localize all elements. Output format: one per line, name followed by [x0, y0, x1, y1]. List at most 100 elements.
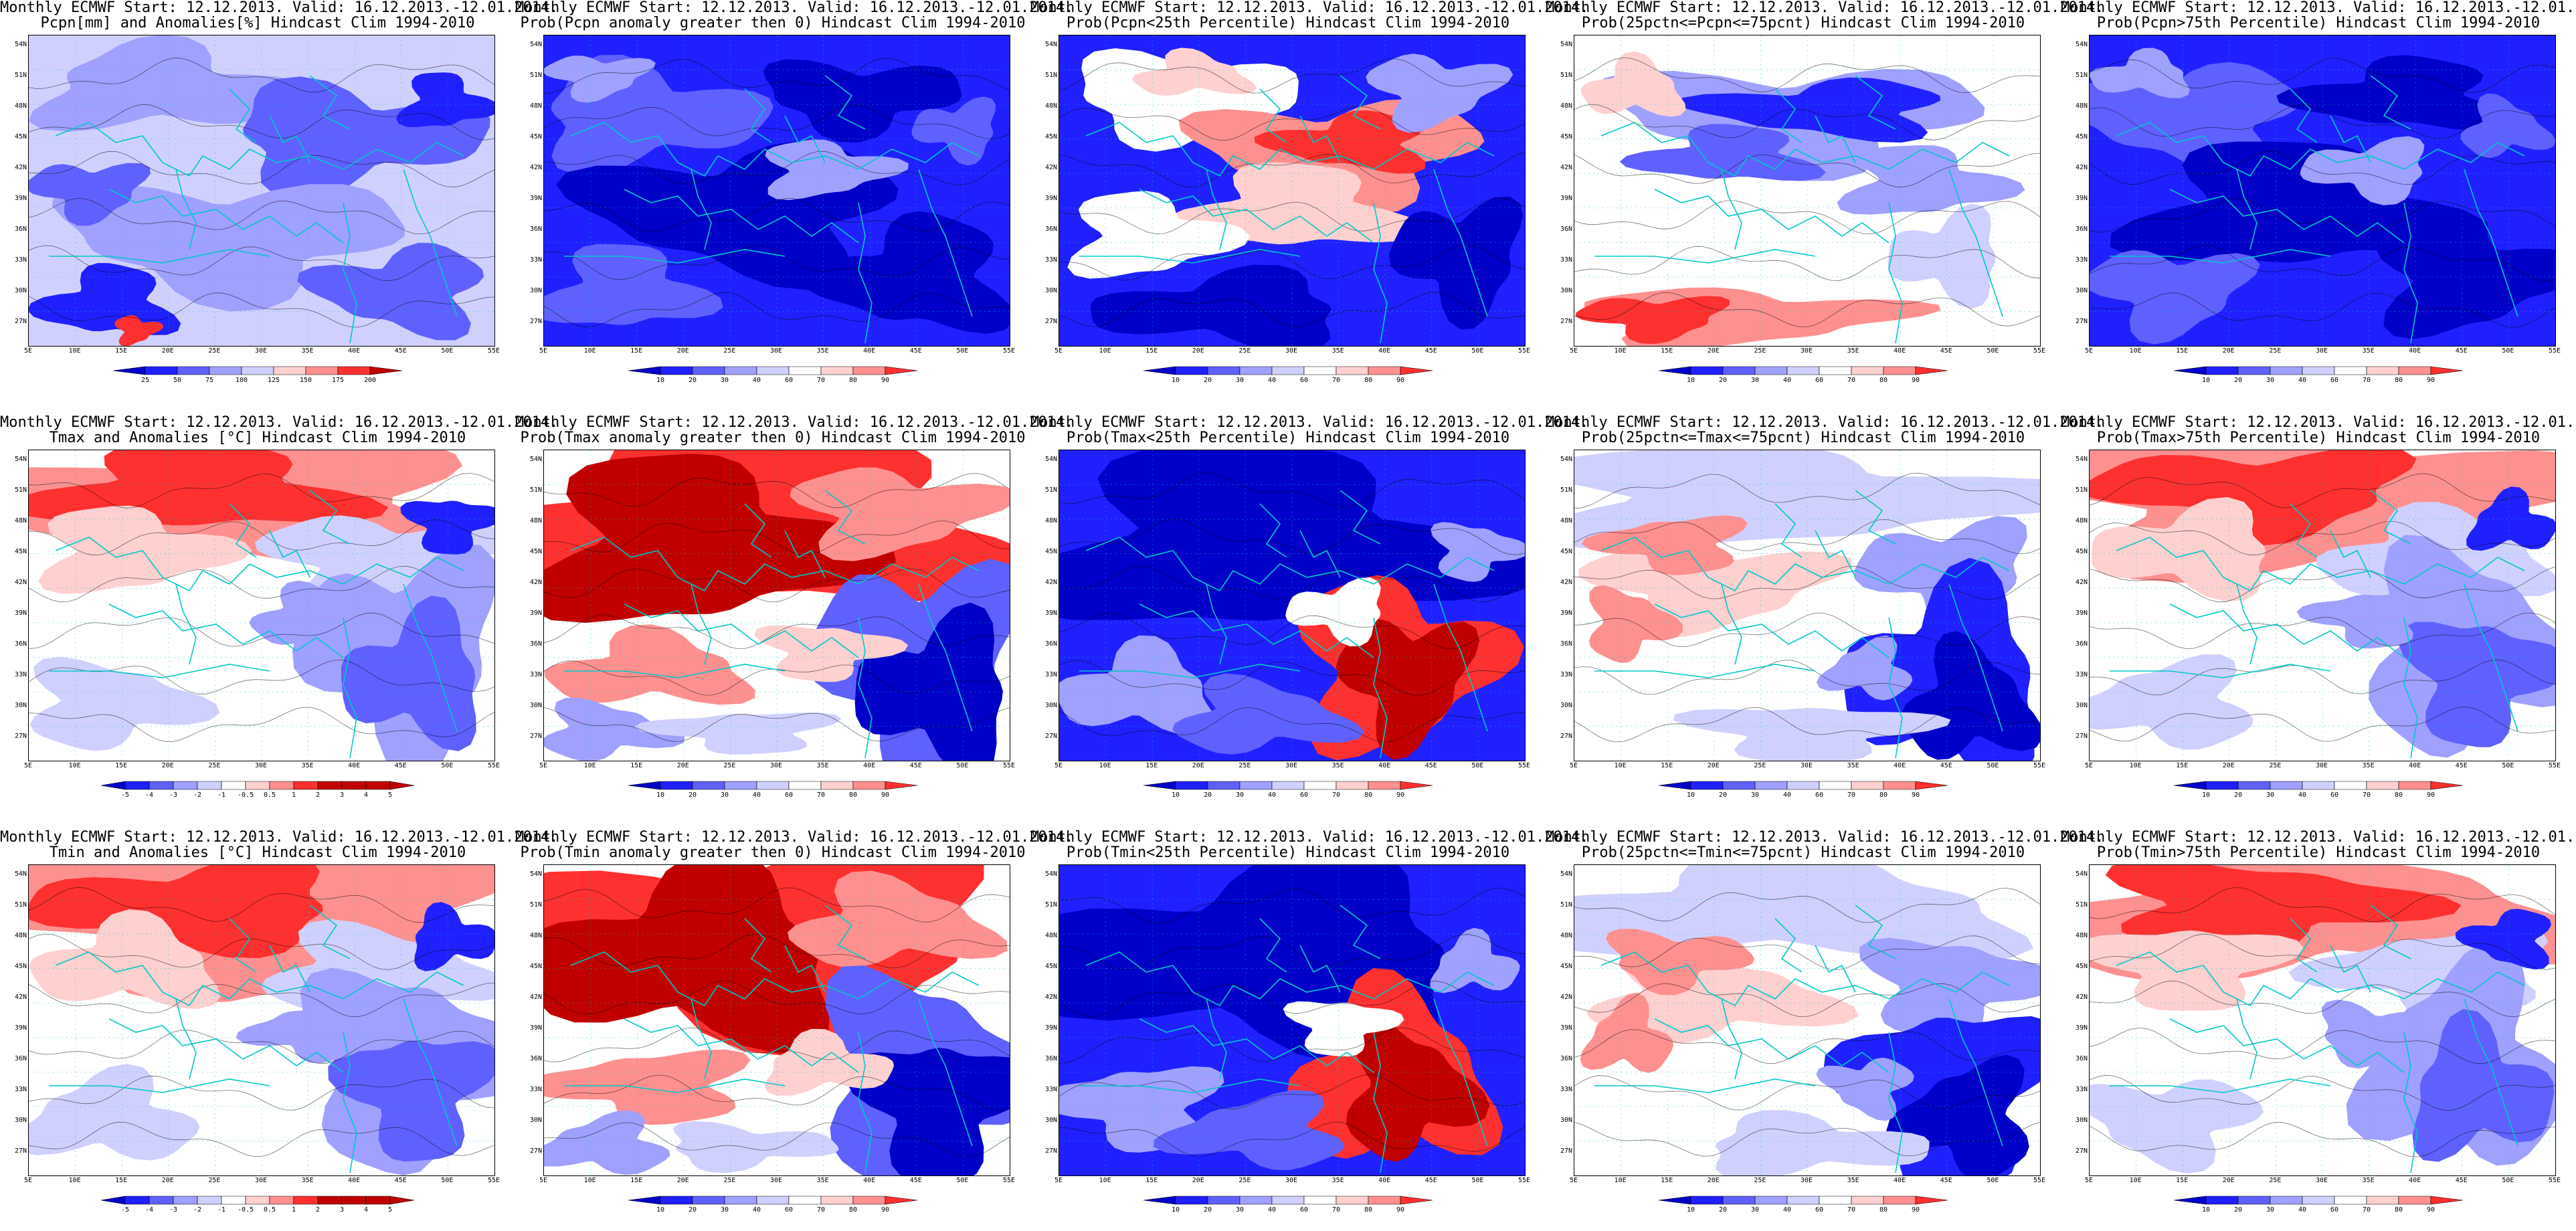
longitude-label: 10E — [1614, 347, 1627, 355]
colorbar-segment — [2205, 781, 2239, 790]
colorbar-tick-label: 175 — [331, 377, 345, 384]
latitude-label: 30N — [1560, 287, 1572, 294]
panel-title: Monthly ECMWF Start: 12.12.2013. Valid: … — [1030, 415, 1588, 448]
colorbar-tick-label: 20 — [2233, 377, 2243, 384]
panel-header-line: Monthly ECMWF Start: 12.12.2013. Valid: … — [2061, 829, 2576, 846]
longitude-label: 10E — [1099, 347, 1111, 355]
map-frame — [28, 864, 495, 1176]
coastline — [2403, 202, 2418, 344]
contour-line — [1574, 707, 2040, 743]
contour-line — [29, 983, 494, 1018]
colorbar-segment — [2270, 1196, 2303, 1205]
latitude-label: 27N — [14, 318, 27, 325]
anomaly-field — [1091, 264, 1331, 346]
map-panel: Monthly ECMWF Start: 12.12.2013. Valid: … — [0, 830, 558, 1231]
latitude-label: 30N — [529, 1117, 542, 1124]
longitude-label: 55E — [2548, 762, 2561, 769]
longitude-label: 50E — [2502, 347, 2514, 355]
contour-line — [29, 1030, 494, 1064]
map-panel: Monthly ECMWF Start: 12.12.2013. Valid: … — [515, 830, 1073, 1231]
panel-subtitle: Prob(Tmax<25th Percentile) Hindcast Clim… — [1066, 430, 1510, 446]
longitude-label: 30E — [769, 1177, 783, 1184]
map-frame — [2089, 864, 2556, 1176]
latitude-label: 42N — [1044, 993, 1057, 1001]
latitude-label: 39N — [1560, 1024, 1572, 1032]
longitude-label: 45E — [394, 347, 407, 355]
map-panel: Monthly ECMWF Start: 12.12.2013. Valid: … — [0, 415, 558, 816]
colorbar-segment — [1722, 366, 1756, 375]
longitude-label: 50E — [1987, 762, 1999, 769]
latitude-label: 54N — [14, 456, 27, 463]
coastline — [1085, 951, 1495, 1007]
colorbar-segment — [1175, 781, 1208, 790]
colorbar-segment — [660, 366, 693, 375]
latitude-label: 33N — [2075, 1086, 2088, 1093]
latitude-label: 54N — [2075, 870, 2088, 878]
anomaly-field — [29, 163, 151, 226]
longitude-label: 15E — [1145, 762, 1158, 769]
latitude-label: 48N — [1560, 932, 1572, 939]
coastline — [175, 583, 197, 665]
colorbar-tick-label: 3 — [339, 1206, 345, 1214]
latitude-label: 27N — [529, 733, 542, 740]
coastline — [1600, 951, 2010, 1007]
colorbar — [2173, 1196, 2464, 1205]
map-frame — [28, 35, 495, 347]
colorbar-segment — [1851, 366, 1884, 375]
coastline — [2330, 115, 2371, 163]
colorbar-segment — [2366, 1196, 2399, 1205]
latitude-label: 42N — [14, 993, 27, 1001]
coastline — [2236, 583, 2258, 665]
panel-title: Monthly ECMWF Start: 12.12.2013. Valid: … — [1546, 0, 2104, 33]
anomaly-field — [1081, 48, 1299, 152]
latitude-label: 42N — [1560, 164, 1572, 171]
latitude-label: 48N — [529, 932, 542, 939]
latitude-label: 42N — [1560, 993, 1572, 1001]
longitude-label: 5E — [1569, 347, 1578, 355]
map-canvas — [2090, 865, 2555, 1175]
latitude-label: 51N — [1044, 72, 1057, 79]
longitude-label: 50E — [956, 1177, 969, 1184]
anomaly-field — [2090, 450, 2417, 546]
longitude-label: 5E — [2084, 762, 2094, 769]
colorbar-segment — [317, 1196, 343, 1205]
colorbar-labels: 10 20 30 40 60 70 80 90 — [2174, 1207, 2463, 1215]
longitude-label: 45E — [1424, 347, 1437, 355]
longitude-label: 45E — [2455, 347, 2468, 355]
colorbar-tick-label: 30 — [2266, 791, 2275, 799]
colorbar-segment — [269, 781, 294, 790]
map-panel: Monthly ECMWF Start: 12.12.2013. Valid: … — [2061, 830, 2576, 1231]
contour-line — [2090, 58, 2555, 93]
colorbar-labels: 10 20 30 40 60 70 80 90 — [1659, 1207, 1948, 1215]
colorbar-segment — [124, 1196, 150, 1205]
colorbar-tick-label: 60 — [1299, 377, 1309, 384]
contour-line — [2090, 151, 2555, 185]
coastline — [1085, 122, 1495, 177]
longitude-label: 50E — [1471, 1177, 1484, 1184]
map-panel: Monthly ECMWF Start: 12.12.2013. Valid: … — [1030, 830, 1588, 1231]
coastline — [1654, 1018, 1890, 1073]
colorbar-tick-label: 40 — [752, 377, 761, 384]
colorbar-segment — [2173, 1196, 2207, 1205]
colorbar-labels: 10 20 30 40 60 70 80 90 — [1143, 792, 1433, 800]
coastline — [1206, 583, 1227, 665]
longitude-label: 20E — [1192, 1177, 1204, 1184]
colorbar-tick-label: -5 — [120, 1206, 130, 1214]
anomaly-field — [1837, 145, 2025, 215]
latitude-label: 30N — [14, 287, 27, 294]
coastline — [2370, 490, 2411, 545]
longitude-label: 5E — [1569, 762, 1578, 769]
panel-title: Monthly ECMWF Start: 12.12.2013. Valid: … — [515, 830, 1073, 863]
colorbar-segment — [1239, 1196, 1273, 1205]
contour-line — [2090, 198, 2555, 233]
latitude-label: 45N — [1560, 133, 1572, 140]
longitude-label: 40E — [2409, 347, 2421, 355]
panel-title: Monthly ECMWF Start: 12.12.2013. Valid: … — [1030, 830, 1588, 863]
map-panel: Monthly ECMWF Start: 12.12.2013. Valid: … — [515, 0, 1073, 401]
longitude-label: 35E — [816, 762, 829, 769]
latitude-label: 33N — [1560, 671, 1572, 678]
colorbar-tick-label: 40 — [2298, 1206, 2307, 1214]
colorbar-tick-label: 30 — [2266, 1206, 2275, 1214]
latitude-label: 27N — [14, 733, 27, 740]
contour-line — [544, 520, 1010, 555]
